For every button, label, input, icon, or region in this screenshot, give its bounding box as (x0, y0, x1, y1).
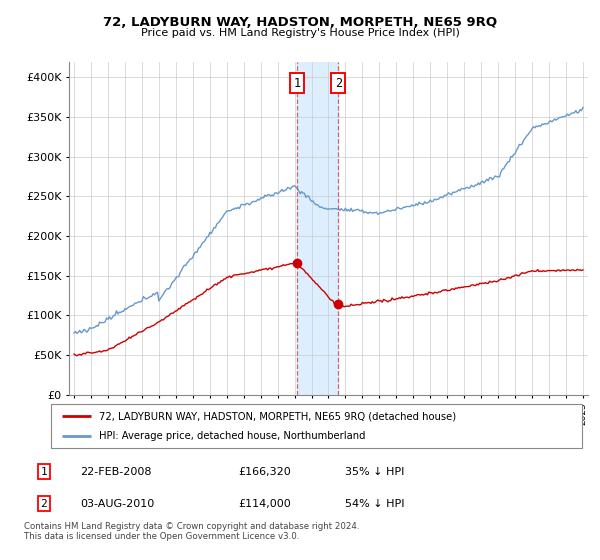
Text: £114,000: £114,000 (238, 499, 291, 509)
Text: 35% ↓ HPI: 35% ↓ HPI (346, 466, 405, 477)
Text: 03-AUG-2010: 03-AUG-2010 (80, 499, 155, 509)
Text: Contains HM Land Registry data © Crown copyright and database right 2024.
This d: Contains HM Land Registry data © Crown c… (24, 522, 359, 542)
Text: £166,320: £166,320 (238, 466, 291, 477)
Text: 72, LADYBURN WAY, HADSTON, MORPETH, NE65 9RQ (detached house): 72, LADYBURN WAY, HADSTON, MORPETH, NE65… (99, 411, 456, 421)
Text: 2: 2 (40, 499, 47, 509)
Text: 22-FEB-2008: 22-FEB-2008 (80, 466, 152, 477)
Text: HPI: Average price, detached house, Northumberland: HPI: Average price, detached house, Nort… (99, 431, 365, 441)
Text: 2: 2 (335, 77, 342, 90)
Text: Price paid vs. HM Land Registry's House Price Index (HPI): Price paid vs. HM Land Registry's House … (140, 28, 460, 38)
Bar (297, 62, 338, 395)
Text: 1: 1 (293, 77, 301, 90)
Text: 72, LADYBURN WAY, HADSTON, MORPETH, NE65 9RQ: 72, LADYBURN WAY, HADSTON, MORPETH, NE65… (103, 16, 497, 29)
FancyBboxPatch shape (51, 404, 582, 448)
Text: 1: 1 (40, 466, 47, 477)
Text: 54% ↓ HPI: 54% ↓ HPI (346, 499, 405, 509)
